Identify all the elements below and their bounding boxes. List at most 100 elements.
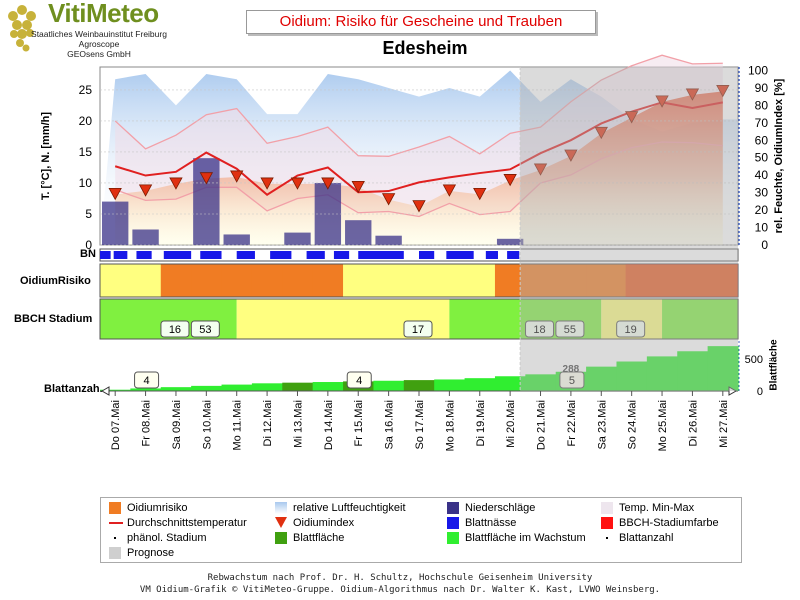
oidium-index-marker <box>442 184 457 197</box>
leaf-wetness-segment <box>136 251 152 259</box>
risk-cell <box>677 264 709 297</box>
legend-label: Niederschläge <box>465 502 536 514</box>
leaf-count-box <box>134 371 160 389</box>
oidium-index-marker <box>503 174 517 187</box>
scroll-left-arrow-icon <box>100 386 110 396</box>
credit-line-1: Rebwachstum nach Prof. Dr. H. Schultz, H… <box>207 573 593 583</box>
legend-swatch <box>447 517 459 529</box>
right-tick-label: 0 <box>761 238 768 252</box>
x-tick-label: Di 19.Mai <box>475 400 487 446</box>
leaf-wetness-segment <box>485 251 498 259</box>
rain-bar <box>496 238 524 245</box>
logo-line-2: Agroscope <box>78 39 120 49</box>
leaf-area-bar <box>525 374 557 391</box>
x-tick-label: Mo 25.Mai <box>657 400 669 451</box>
oidium-index-marker <box>594 126 608 140</box>
leaf-area-bar <box>403 380 435 391</box>
mean-temp-line <box>114 101 723 197</box>
right-tick-label: 30 <box>755 186 769 200</box>
left-tick-label: 0 <box>85 238 92 252</box>
x-tick-label: Do 14.Mai <box>323 400 335 450</box>
right-tick-label: 70 <box>755 116 769 130</box>
legend-label: Blattanzahl <box>619 532 674 544</box>
x-tick-label: Fr 08.Mai <box>141 400 153 446</box>
leaf-wetness-segment <box>113 251 128 259</box>
oidium-index-marker <box>564 149 578 162</box>
x-tick-label: Sa 23.Mai <box>596 400 608 450</box>
risk-cell <box>100 264 131 297</box>
x-tick-label: Sa 09.Mai <box>171 400 183 450</box>
risk-cell <box>555 264 587 297</box>
rain-bar <box>193 158 220 245</box>
row-label-risk: OidiumRisiko <box>20 275 91 287</box>
x-tick-label: Mi 27.Mai <box>718 400 730 448</box>
rain-bar <box>223 234 250 245</box>
leaf-count-box <box>346 371 372 389</box>
row-label-bbch: BBCH Stadium <box>14 313 93 325</box>
leaf-area-bar <box>586 366 617 391</box>
risk-cell <box>282 264 314 297</box>
right-tick-label: 60 <box>755 133 769 147</box>
x-tick-label: So 24.Mai <box>627 400 639 450</box>
bbch-label-box <box>616 320 646 338</box>
oidium-index-marker <box>169 177 183 190</box>
oidium-index-marker <box>199 172 214 185</box>
leaf-area-bar <box>373 380 405 391</box>
leaf-wetness-segment <box>236 251 255 259</box>
left-tick-label: 25 <box>79 83 93 97</box>
risk-cell <box>616 264 648 297</box>
leaf-area-bar <box>160 387 192 391</box>
risk-cell <box>464 264 496 297</box>
leaf-count-label: 5 <box>569 375 575 387</box>
leaf-area-bar <box>282 382 314 391</box>
leaf-area-bar <box>221 384 253 391</box>
x-tick-label: So 17.Mai <box>414 400 426 450</box>
bbch-label-box <box>190 320 220 338</box>
bbch-label: 18 <box>533 324 545 336</box>
legend-label: relative Luftfeuchtigkeit <box>293 502 406 514</box>
leaf-area-bar <box>434 379 466 391</box>
legend-label: Blattfläche <box>293 532 345 544</box>
forecast-shade <box>520 67 738 391</box>
oidium-index-marker <box>381 193 396 206</box>
leaf-wetness-segment <box>446 251 474 259</box>
legend-swatch <box>109 547 121 559</box>
legend-label: Prognose <box>127 547 175 559</box>
oidium-index-marker <box>138 184 153 197</box>
leaf-area-bar <box>464 378 496 391</box>
oidium-index-marker <box>685 88 700 101</box>
rain-bar <box>284 232 311 245</box>
oidium-index-marker <box>655 95 669 108</box>
right-tick-label: 100 <box>748 63 768 77</box>
legend-label: BBCH-Stadiumfarbe <box>619 517 719 529</box>
leaf-wetness-segment <box>358 251 404 259</box>
logo-title: VitiMeteo <box>48 0 159 28</box>
legend-label: Durchschnittstemperatur <box>127 517 247 529</box>
left-tick-label: 20 <box>79 114 93 128</box>
leaf-area-bar <box>494 376 526 391</box>
legend-label: Oidiumindex <box>293 517 355 529</box>
risk-cell <box>646 264 678 297</box>
row-label-leaves: Blattanzahl <box>44 383 103 395</box>
bbch-row <box>99 298 739 340</box>
right-tick-label: 50 <box>755 151 769 165</box>
x-tick-label: Mi 13.Mai <box>292 400 304 448</box>
logo-line-3: GEOsens GmbH <box>67 49 131 59</box>
leaf-wetness-segment <box>163 251 192 259</box>
rain-bar <box>375 235 402 245</box>
station-name: Edesheim <box>382 38 468 58</box>
grape-logo-icon <box>8 5 36 52</box>
rain-bar <box>132 229 159 245</box>
leaf-area-bar <box>616 361 648 391</box>
leaf-area-bar <box>251 383 283 391</box>
risk-cell <box>221 264 253 297</box>
bbch-label-box <box>160 320 190 338</box>
x-tick-label: So 10.Mai <box>201 400 213 450</box>
risk-cell <box>160 264 192 297</box>
legend-swatch <box>447 532 459 544</box>
risk-cell <box>191 264 223 297</box>
legend-swatch <box>109 502 121 514</box>
leaf-tick-label: 0 <box>757 386 763 398</box>
leaf-area-bar <box>646 356 678 391</box>
